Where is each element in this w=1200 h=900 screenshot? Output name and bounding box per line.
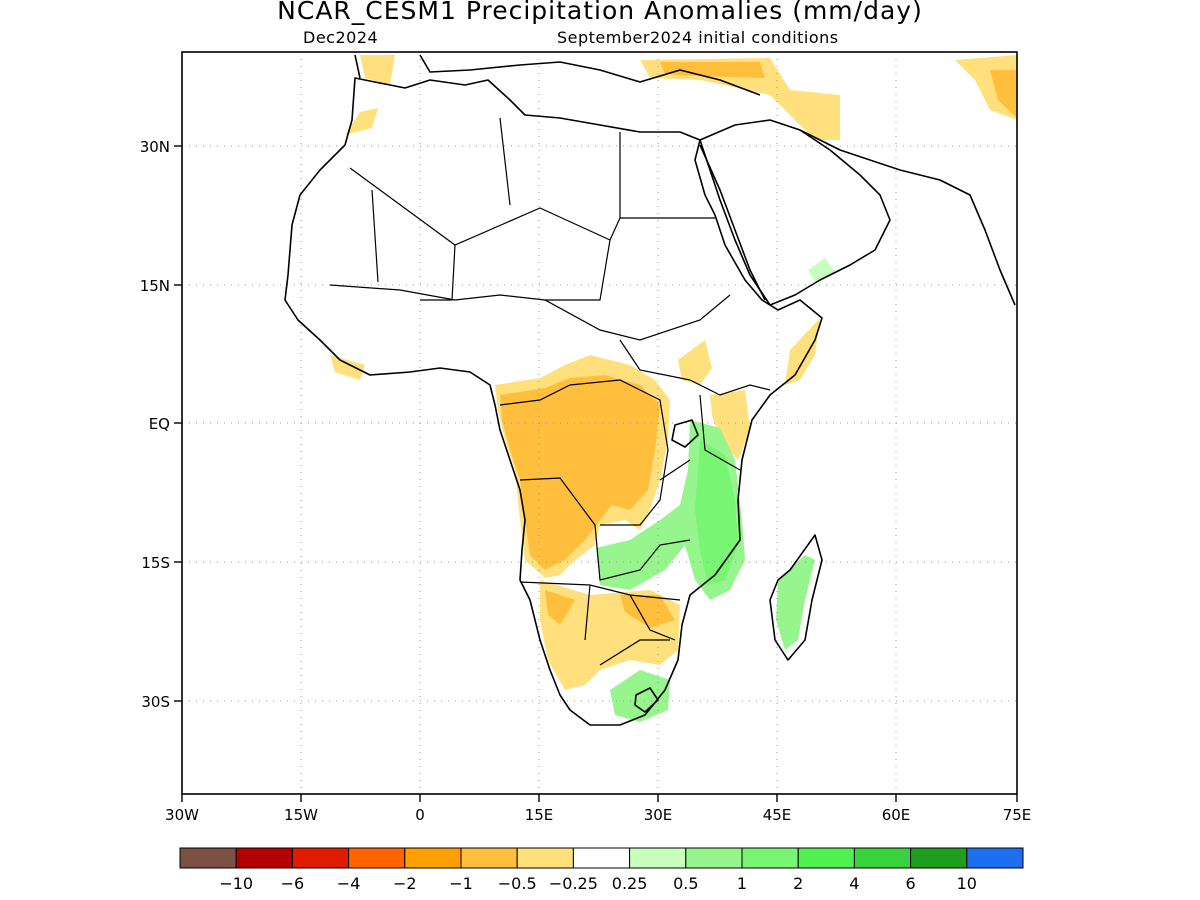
dry-anomaly-iberia <box>360 55 395 85</box>
colorbar-swatch <box>291 847 350 869</box>
colorbar-swatch <box>629 847 687 869</box>
dry-anomaly-morocco <box>345 108 378 135</box>
colorbar-label: 0.5 <box>673 874 698 893</box>
x-axis-labels: 30W 15W 0 15E 30E 45E 60E 75E <box>165 806 1031 824</box>
sahel-borders <box>329 284 731 381</box>
colorbar-swatch <box>741 847 799 869</box>
x-tick-label: 15W <box>284 806 318 824</box>
colorbar-swatch <box>966 847 1024 869</box>
colorbar-label: −1 <box>449 874 473 893</box>
colorbar-label: 6 <box>906 874 916 893</box>
initial-conditions: September2024 initial conditions <box>557 28 839 47</box>
dry-anomaly-somalia <box>785 318 820 385</box>
country-borders <box>329 117 771 666</box>
x-tick-label: 30W <box>165 806 199 824</box>
colorbar-label: 1 <box>737 874 747 893</box>
forecast-month: Dec2024 <box>303 28 379 47</box>
colorbar-label: −10 <box>219 874 253 893</box>
y-tick-label: EQ <box>149 415 170 433</box>
x-tick-label: 0 <box>415 806 425 824</box>
colorbar-label: −0.25 <box>549 874 598 893</box>
map-title: NCAR_CESM1 Precipitation Anomalies (mm/d… <box>277 0 923 25</box>
wet-anomaly-south-africa <box>610 670 670 722</box>
colorbar-label: −6 <box>281 874 305 893</box>
dry-anomaly-south-asia-core <box>990 70 1017 118</box>
wet-anomaly-east-africa-core <box>695 440 738 585</box>
x-tick-label: 45E <box>763 806 792 824</box>
colorbar-label: −0.5 <box>498 874 537 893</box>
x-tick-label: 60E <box>882 806 911 824</box>
colorbar-swatch <box>235 847 293 869</box>
colorbar-label: 4 <box>849 874 859 893</box>
colorbar-swatch <box>348 847 406 869</box>
lake-victoria <box>671 419 699 448</box>
y-tick-label: 15S <box>141 554 170 572</box>
dry-anomaly-horn <box>678 340 712 385</box>
wet-anomaly-madagascar <box>776 555 815 650</box>
colorbar: −10 −6 −4 −2 −1 −0.5 −0.25 0.25 0.5 1 2 4 6 10 <box>179 847 1024 893</box>
y-tick-label: 30N <box>140 138 170 156</box>
iran-india-coastline <box>799 129 1016 306</box>
colorbar-swatch <box>179 847 237 869</box>
colorbar-swatch <box>853 847 912 869</box>
colorbar-swatch <box>460 847 518 869</box>
anomaly-shading <box>330 55 1017 722</box>
dry-anomaly-east-med <box>660 62 765 78</box>
map-plot-area <box>182 52 1017 794</box>
coastlines <box>284 54 1016 726</box>
colorbar-label: 0.25 <box>612 874 648 893</box>
dry-anomaly-central-africa-core <box>500 375 660 570</box>
graticule <box>182 52 1017 794</box>
red-sea-coastline <box>699 144 766 301</box>
dry-anomaly-mediterranean <box>640 58 840 140</box>
colorbar-label: 2 <box>793 874 803 893</box>
dry-anomaly-gulf-guinea <box>330 355 365 380</box>
dry-anomaly-east-africa <box>710 390 750 460</box>
y-axis-labels: 30N 15N EQ 15S 30S <box>140 138 170 711</box>
colorbar-swatch <box>910 847 968 869</box>
sahara-borders <box>349 117 715 301</box>
madagascar-coastline <box>769 534 823 661</box>
lesotho <box>634 687 659 713</box>
colorbar-swatch <box>572 847 631 869</box>
colorbar-swatch <box>404 847 462 869</box>
x-tick-label: 30E <box>644 806 673 824</box>
colorbar-swatch <box>797 847 855 869</box>
y-tick-label: 30S <box>141 693 170 711</box>
colorbar-swatch <box>516 847 574 869</box>
colorbar-swatch <box>685 847 743 869</box>
x-tick-label: 15E <box>525 806 554 824</box>
y-tick-label: 15N <box>140 277 170 295</box>
southern-africa-borders <box>519 581 681 666</box>
colorbar-label: 10 <box>957 874 977 893</box>
colorbar-label: −4 <box>337 874 361 893</box>
wet-anomaly-arabia <box>808 258 835 282</box>
dry-anomaly-southern-africa-core <box>545 590 675 628</box>
arabia-coastline <box>699 119 891 306</box>
europe-coastline <box>354 54 761 96</box>
axis-ticks <box>174 145 1018 802</box>
africa-coastline <box>284 77 823 726</box>
x-tick-label: 75E <box>1003 806 1032 824</box>
colorbar-label: −2 <box>393 874 417 893</box>
east-africa-borders <box>659 379 771 481</box>
central-africa-borders <box>499 379 691 581</box>
